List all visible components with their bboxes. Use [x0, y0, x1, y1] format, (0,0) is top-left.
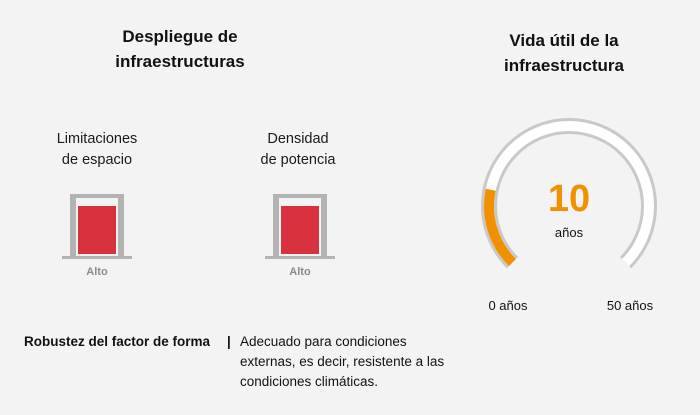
robustness-text-line3: condiciones climáticas.	[240, 374, 379, 389]
gauge-min-label: 0 años	[488, 298, 528, 313]
metric-label-power: Densidad de potencia	[238, 129, 358, 171]
deployment-title: Despliegue de infraestructuras	[80, 24, 280, 74]
metric-label-space: Limitaciones de espacio	[37, 129, 157, 171]
lifespan-gauge	[481, 118, 657, 269]
lifespan-value: 10	[547, 178, 591, 220]
metric-label-space-line1: Limitaciones	[56, 131, 138, 147]
robustness-text-line2: externas, es decir, resistente a las	[240, 354, 445, 369]
robustness-separator: |	[227, 334, 231, 349]
robustness-text-line1: Adecuado para condiciones	[240, 334, 407, 349]
robustness-label: Robustez del factor de forma	[24, 334, 211, 349]
metric-label-power-line2: de potencia	[260, 152, 336, 168]
deployment-title-line2: infraestructuras	[115, 52, 245, 71]
metric-label-space-line2: de espacio	[61, 152, 133, 168]
lifespan-title: Vida útil de la infraestructura	[464, 28, 664, 78]
level-label-space: Alto	[86, 266, 108, 278]
deployment-title-line1: Despliegue de	[122, 27, 238, 46]
level-fill-power	[281, 206, 319, 254]
metric-label-power-line1: Densidad	[267, 131, 329, 147]
robustness-text: Adecuado para condiciones externas, es d…	[240, 332, 480, 392]
gauge-value-arc	[484, 188, 517, 267]
level-label-power: Alto	[289, 266, 311, 278]
lifespan-unit: años	[554, 225, 584, 240]
level-indicator-space	[70, 194, 124, 256]
level-indicator-power	[273, 194, 327, 256]
lifespan-title-line2: infraestructura	[504, 56, 624, 75]
level-base-space	[62, 256, 132, 259]
gauge-max-label: 50 años	[606, 298, 654, 313]
level-fill-space	[78, 206, 116, 254]
level-base-power	[265, 256, 335, 259]
lifespan-title-line1: Vida útil de la	[509, 31, 619, 50]
